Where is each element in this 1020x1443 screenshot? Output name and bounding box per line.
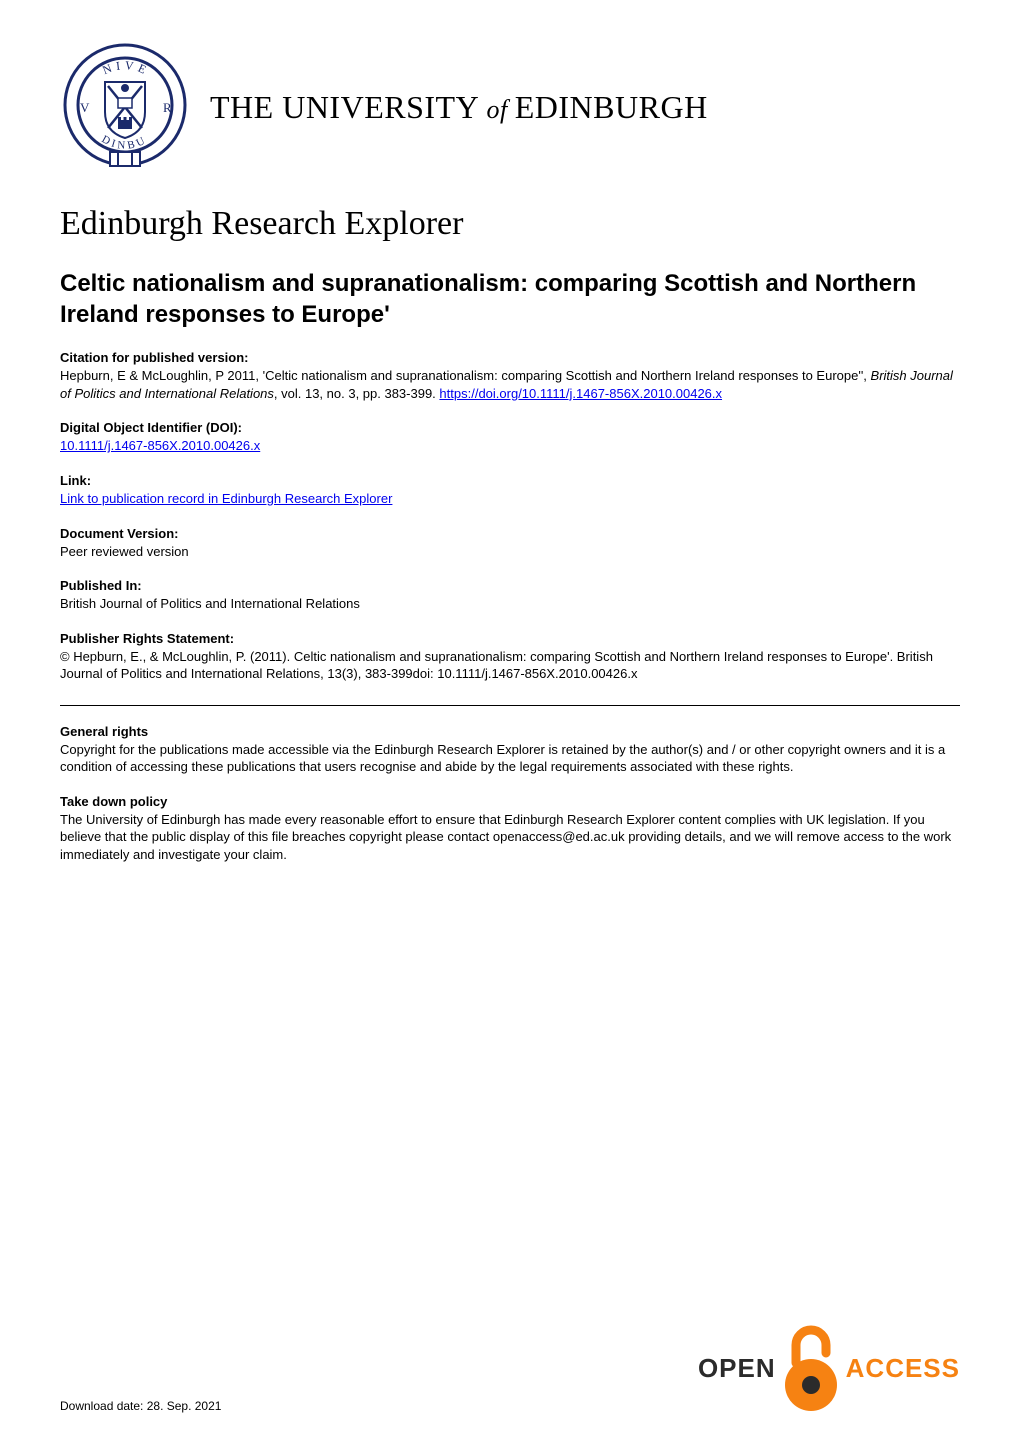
university-name-pre: THE UNIVERSITY (210, 89, 487, 125)
footer: Download date: 28. Sep. 2021 OPEN ACCESS (60, 1323, 960, 1413)
download-date: Download date: 28. Sep. 2021 (60, 1399, 221, 1413)
citation-heading: Citation for published version: (60, 350, 960, 365)
general-rights-body: Copyright for the publications made acce… (60, 741, 960, 776)
general-rights-section: General rights Copyright for the publica… (60, 724, 960, 776)
rights-statement-body: © Hepburn, E., & McLoughlin, P. (2011). … (60, 648, 960, 683)
university-crest: NIVE V R DINBU (60, 40, 190, 175)
general-rights-heading: General rights (60, 724, 960, 739)
open-lock-icon (782, 1323, 840, 1413)
open-access-logo: OPEN ACCESS (698, 1323, 960, 1413)
header: NIVE V R DINBU THE UNIVERSITY of EDINBU (60, 40, 960, 175)
university-name: THE UNIVERSITY of EDINBURGH (210, 89, 708, 126)
doi-link[interactable]: 10.1111/j.1467-856X.2010.00426.x (60, 438, 260, 453)
published-in-body: British Journal of Politics and Internat… (60, 595, 960, 613)
oa-access-text: ACCESS (846, 1353, 960, 1384)
university-name-of: of (487, 95, 515, 124)
doc-version-body: Peer reviewed version (60, 543, 960, 561)
crest-letter-left: V (80, 100, 90, 115)
citation-doi-link[interactable]: https://doi.org/10.1111/j.1467-856X.2010… (439, 386, 722, 401)
doc-version-section: Document Version: Peer reviewed version (60, 526, 960, 561)
takedown-heading: Take down policy (60, 794, 960, 809)
citation-section: Citation for published version: Hepburn,… (60, 350, 960, 402)
doi-heading: Digital Object Identifier (DOI): (60, 420, 960, 435)
published-in-heading: Published In: (60, 578, 960, 593)
takedown-body: The University of Edinburgh has made eve… (60, 811, 960, 864)
university-name-post: EDINBURGH (515, 89, 708, 125)
link-section: Link: Link to publication record in Edin… (60, 473, 960, 508)
doi-body: 10.1111/j.1467-856X.2010.00426.x (60, 437, 960, 455)
doc-version-heading: Document Version: (60, 526, 960, 541)
rights-statement-section: Publisher Rights Statement: © Hepburn, E… (60, 631, 960, 683)
link-body: Link to publication record in Edinburgh … (60, 490, 960, 508)
published-in-section: Published In: British Journal of Politic… (60, 578, 960, 613)
takedown-section: Take down policy The University of Edinb… (60, 794, 960, 864)
divider (60, 705, 960, 706)
publication-record-link[interactable]: Link to publication record in Edinburgh … (60, 491, 392, 506)
rights-statement-heading: Publisher Rights Statement: (60, 631, 960, 646)
link-heading: Link: (60, 473, 960, 488)
crest-letter-right: R (163, 100, 172, 115)
crest-icon: NIVE V R DINBU (60, 40, 190, 170)
explorer-title: Edinburgh Research Explorer (60, 205, 960, 243)
oa-open-text: OPEN (698, 1353, 776, 1384)
doi-section: Digital Object Identifier (DOI): 10.1111… (60, 420, 960, 455)
citation-body: Hepburn, E & McLoughlin, P 2011, 'Celtic… (60, 367, 960, 402)
paper-title: Celtic nationalism and supranationalism:… (60, 268, 960, 330)
